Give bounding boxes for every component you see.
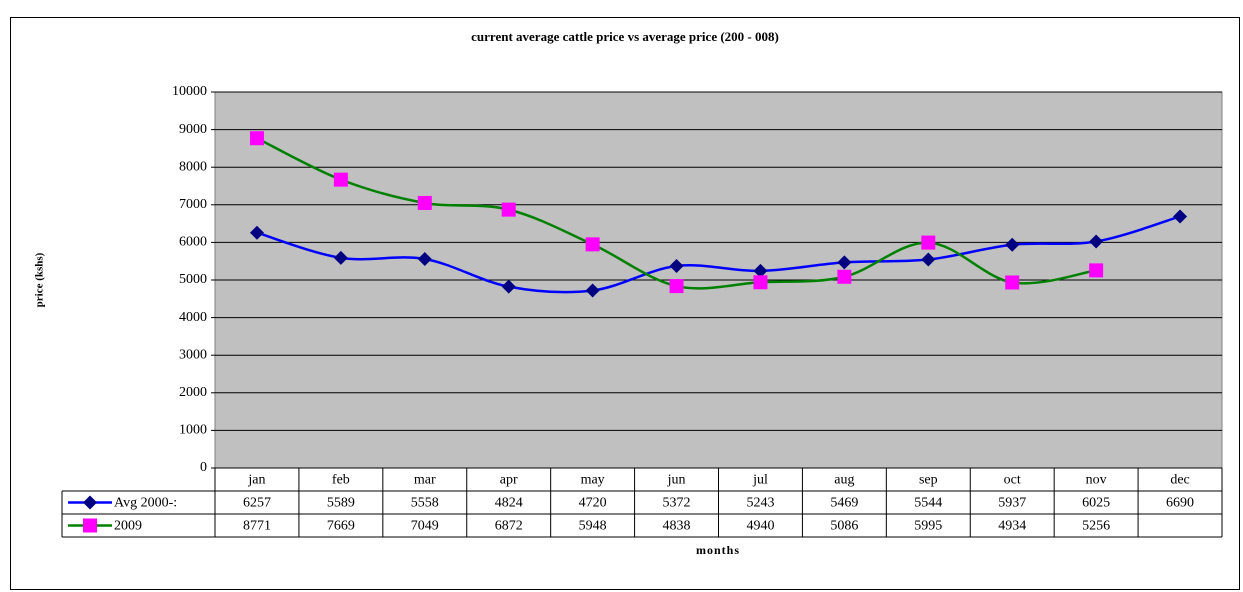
marker xyxy=(1089,263,1104,278)
table-value: 7669 xyxy=(327,519,355,534)
table-value: 5372 xyxy=(663,496,691,511)
y-tick-label: 4000 xyxy=(179,310,207,325)
x-tick-label: jan xyxy=(247,473,265,488)
x-tick-label: aug xyxy=(834,473,854,488)
table-value: 7049 xyxy=(411,519,439,534)
marker xyxy=(1005,237,1020,252)
table-value: 4720 xyxy=(579,496,607,511)
marker xyxy=(585,237,600,252)
chart-title: current average cattle price vs average … xyxy=(471,29,779,44)
x-tick-label: sep xyxy=(919,473,938,488)
table-value: 6690 xyxy=(1166,496,1194,511)
marker xyxy=(921,252,936,267)
marker xyxy=(837,255,852,270)
marker xyxy=(1173,209,1188,224)
table-value: 4940 xyxy=(746,519,774,534)
marker xyxy=(333,250,348,265)
marker xyxy=(837,269,852,284)
table-value: 5256 xyxy=(1082,519,1110,534)
table-value: 4934 xyxy=(998,519,1026,534)
table-value: 5469 xyxy=(830,496,858,511)
y-tick-label: 10000 xyxy=(172,84,207,99)
table-value: 5937 xyxy=(998,496,1026,511)
marker xyxy=(417,252,432,267)
marker xyxy=(249,225,264,240)
table-value: 6025 xyxy=(1082,496,1110,511)
y-tick-label: 6000 xyxy=(179,235,207,250)
y-tick-label: 8000 xyxy=(179,159,207,174)
series-line xyxy=(256,215,1181,294)
marker xyxy=(83,518,97,533)
y-tick-label: 5000 xyxy=(179,272,207,287)
x-tick-label: jul xyxy=(752,473,768,488)
table-value: 5086 xyxy=(830,519,858,534)
y-axis-label: price (kshs) xyxy=(34,252,46,307)
marker xyxy=(333,172,348,187)
marker xyxy=(83,495,97,510)
legend-label: Avg 2000-: xyxy=(114,496,177,511)
table-value: 4824 xyxy=(495,496,523,511)
x-axis-label: months xyxy=(696,543,740,557)
x-tick-label: nov xyxy=(1086,473,1107,488)
table-value: 5243 xyxy=(746,496,774,511)
x-tick-label: jun xyxy=(667,473,686,488)
table-value: 4838 xyxy=(663,519,691,534)
y-tick-label: 1000 xyxy=(179,423,207,438)
table-value: 5948 xyxy=(579,519,607,534)
table-value: 5558 xyxy=(411,496,439,511)
x-tick-label: may xyxy=(581,473,605,488)
table-value: 5589 xyxy=(327,496,355,511)
marker xyxy=(501,202,516,217)
marker xyxy=(585,283,600,298)
y-tick-label: 9000 xyxy=(179,122,207,137)
x-tick-label: feb xyxy=(332,473,350,488)
y-tick-label: 3000 xyxy=(179,347,207,362)
marker xyxy=(501,279,516,294)
x-tick-label: apr xyxy=(500,473,518,488)
marker xyxy=(753,275,768,290)
marker xyxy=(669,279,684,294)
x-tick-label: dec xyxy=(1170,473,1189,488)
table-value: 6872 xyxy=(495,519,523,534)
marker xyxy=(753,263,768,278)
y-tick-label: 7000 xyxy=(179,197,207,212)
y-tick-label: 0 xyxy=(200,460,207,475)
x-tick-label: mar xyxy=(414,473,436,488)
marker xyxy=(1089,234,1104,249)
marker xyxy=(249,131,264,146)
marker xyxy=(669,259,684,274)
marker xyxy=(417,195,432,210)
legend-label: 2009 xyxy=(114,519,142,534)
table-value: 5995 xyxy=(914,519,942,534)
table-value: 8771 xyxy=(243,519,271,534)
marker xyxy=(1005,275,1020,290)
marker xyxy=(921,235,936,250)
table-value: 6257 xyxy=(243,496,271,511)
table-value: 5544 xyxy=(914,496,942,511)
x-tick-label: oct xyxy=(1004,473,1021,488)
y-tick-label: 2000 xyxy=(179,385,207,400)
